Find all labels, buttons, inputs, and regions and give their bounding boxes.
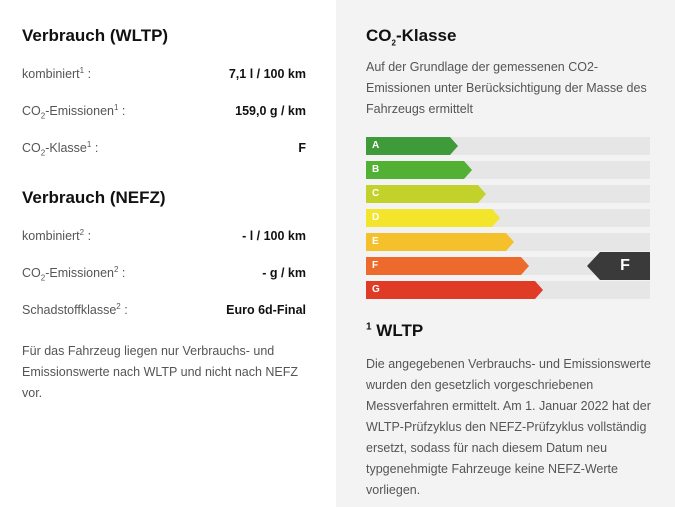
- row-label: CO2-Klasse1 :: [22, 139, 99, 158]
- row-label: CO2-Emissionen1 :: [22, 102, 126, 121]
- row-value: Euro 6d-Final: [226, 303, 306, 317]
- co2-class-bar-label: A: [372, 140, 380, 151]
- co2-class-bar-f: F: [366, 257, 529, 275]
- co2-class-title: CO2-Klasse: [366, 26, 457, 48]
- wltp-co2-emissions-row: CO2-Emissionen1 : 159,0 g / km: [22, 102, 306, 124]
- nefz-note: Für das Fahrzeug liegen nur Verbrauchs- …: [22, 344, 299, 400]
- row-value: F: [298, 141, 306, 155]
- co2-class-bar-a: A: [366, 137, 458, 155]
- wltp-footnote-text: Die angegebenen Verbrauchs- und Emission…: [366, 357, 651, 497]
- co2-class-row-b: B: [366, 161, 650, 179]
- nefz-co2-emissions-row: CO2-Emissionen2 : - g / km: [22, 264, 306, 286]
- row-value: - g / km: [262, 266, 306, 280]
- co2-class-bar-g: G: [366, 281, 543, 299]
- co2-class-description: Auf der Grundlage der gemessenen CO2-Emi…: [366, 60, 647, 116]
- co2-class-row-d: D: [366, 209, 650, 227]
- co2-class-panel: CO2-Klasse Auf der Grundlage der gemesse…: [336, 0, 675, 507]
- co2-class-row-a: A: [366, 137, 650, 155]
- wltp-footnote-title: 1 WLTP: [366, 321, 424, 340]
- co2-class-bar-c: C: [366, 185, 486, 203]
- co2-class-bar-label: C: [372, 188, 380, 199]
- co2-class-bar-label: E: [372, 236, 379, 247]
- co2-class-bar-b: B: [366, 161, 472, 179]
- co2-class-bar-label: D: [372, 212, 380, 223]
- consumption-panel: Verbrauch (WLTP) kombiniert1 : 7,1 l / 1…: [0, 0, 336, 507]
- co2-class-row-c: C: [366, 185, 650, 203]
- co2-class-row-e: E: [366, 233, 650, 251]
- co2-class-bar-d: D: [366, 209, 500, 227]
- active-co2-class-marker: F: [587, 252, 650, 280]
- co2-class-bar-e: E: [366, 233, 514, 251]
- row-value: 7,1 l / 100 km: [228, 67, 306, 81]
- nefz-pollutant-class-row: Schadstoffklasse2 : Euro 6d-Final: [22, 301, 306, 323]
- co2-class-bar-label: G: [372, 284, 380, 295]
- row-value: 159,0 g / km: [235, 104, 306, 118]
- nefz-combined-row: kombiniert2 : - l / 100 km: [22, 227, 306, 249]
- row-label: CO2-Emissionen2 :: [22, 264, 126, 283]
- co2-class-row-g: G: [366, 281, 650, 299]
- row-label: kombiniert2 :: [22, 227, 92, 243]
- co2-class-bar-label: F: [372, 260, 379, 271]
- row-value: - l / 100 km: [242, 229, 306, 243]
- row-label: Schadstoffklasse2 :: [22, 301, 128, 317]
- wltp-co2-class-row: CO2-Klasse1 : F: [22, 139, 306, 161]
- row-label: kombiniert1 :: [22, 65, 92, 81]
- co2-class-bar-label: B: [372, 164, 380, 175]
- wltp-heading: Verbrauch (WLTP): [22, 26, 169, 45]
- nefz-heading: Verbrauch (NEFZ): [22, 188, 166, 207]
- wltp-combined-row: kombiniert1 : 7,1 l / 100 km: [22, 65, 306, 87]
